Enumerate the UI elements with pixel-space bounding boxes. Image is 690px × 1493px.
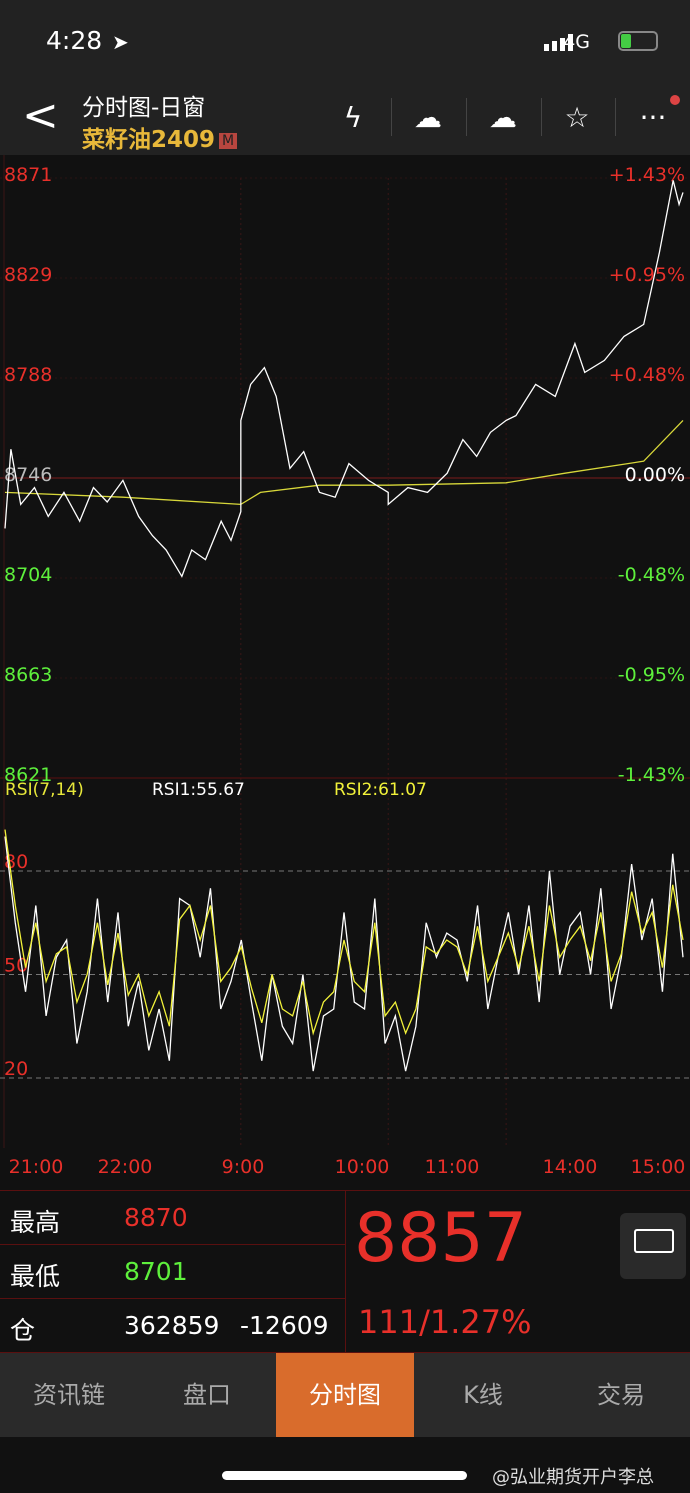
time-tick-label: 14:00 <box>543 1156 598 1178</box>
header: < 分时图-日窗 菜籽油2409 M ϟ ☁ ☁ ☆ ··· <box>0 80 690 155</box>
percent-tick-label: -1.43% <box>618 764 685 786</box>
market-badge: M <box>219 133 238 149</box>
network-label: 4G <box>563 31 590 53</box>
high-row: 最高 8870 <box>0 1191 345 1245</box>
divider <box>466 98 467 136</box>
quote-panel: 最高 8870 最低 8701 仓 362859 -12609 8857 111/1.2… <box>0 1190 690 1354</box>
watermark: @弘业期货开户李总 <box>492 1467 654 1488</box>
window-icon <box>634 1229 674 1253</box>
time-tick-label: 22:00 <box>98 1156 153 1178</box>
more-icon[interactable]: ··· <box>639 101 667 134</box>
signal-icon <box>544 34 573 51</box>
percent-tick-label: -0.95% <box>618 664 685 686</box>
star-icon[interactable]: ☆ <box>564 101 590 134</box>
tab-trade[interactable]: 交易 <box>597 1381 645 1409</box>
price-tick-label: 8663 <box>4 664 52 686</box>
high-value: 8870 <box>124 1203 188 1232</box>
window-toggle-button[interactable] <box>620 1213 686 1279</box>
price-line <box>4 180 684 578</box>
time-tick-label: 15:00 <box>631 1156 686 1178</box>
price-tick-label: 8829 <box>4 264 52 286</box>
symbol-label: 菜籽油2409 <box>82 127 216 153</box>
rsi1-line <box>4 836 684 1072</box>
time-tick-label: 9:00 <box>222 1156 265 1178</box>
battery-icon <box>618 31 658 51</box>
oi-label: 仓 <box>10 1316 36 1345</box>
home-area: @弘业期货开户李总 <box>0 1437 690 1493</box>
rsi2-line <box>4 829 684 1036</box>
last-price: 8857 <box>354 1199 528 1278</box>
percent-tick-label: 0.00% <box>625 464 685 486</box>
location-icon: ➤ <box>112 30 129 54</box>
percent-tick-label: +0.48% <box>609 364 685 386</box>
divider <box>345 1191 346 1354</box>
intraday-chart[interactable]: 8871 8829 8788 8746 8704 8663 8621 +1.43% +0.95%… <box>0 155 690 1190</box>
cloud-sync-icon[interactable]: ☁ <box>489 101 517 134</box>
price-tick-label: 8746 <box>4 464 52 486</box>
price-tick-label: 8871 <box>4 164 52 186</box>
rsi-title: RSI(7,14) <box>5 780 84 800</box>
status-bar: 4:28 ➤ 4G <box>0 0 690 80</box>
divider <box>615 98 616 136</box>
rsi2-value: RSI2:61.07 <box>334 780 427 800</box>
symbol-name: 菜籽油2409 M <box>82 120 238 154</box>
divider <box>541 98 542 136</box>
rsi1-value: RSI1:55.67 <box>152 780 245 800</box>
notification-dot <box>670 95 680 105</box>
home-indicator[interactable] <box>222 1471 467 1480</box>
low-value: 8701 <box>124 1257 188 1286</box>
tab-orderbook[interactable]: 盘口 <box>183 1381 231 1409</box>
percent-tick-label: +0.95% <box>609 264 685 286</box>
percent-tick-label: +1.43% <box>609 164 685 186</box>
chart-svg: 8871 8829 8788 8746 8704 8663 8621 +1.43% +0.95%… <box>0 155 690 1178</box>
time-tick-label: 10:00 <box>335 1156 390 1178</box>
low-row: 最低 8701 <box>0 1245 345 1299</box>
cloud-lightning-icon[interactable]: ☁ <box>414 101 442 134</box>
price-tick-label: 8788 <box>4 364 52 386</box>
page-title: 分时图-日窗 <box>82 95 206 121</box>
average-price-line <box>4 419 684 506</box>
rsi-level-label: 20 <box>4 1058 28 1080</box>
divider <box>391 98 392 136</box>
low-label: 最低 <box>10 1262 61 1291</box>
tab-intraday[interactable]: 分时图 <box>276 1353 414 1437</box>
tab-kline[interactable]: K线 <box>463 1381 503 1409</box>
back-button[interactable]: < <box>22 90 59 141</box>
clock: 4:28 <box>46 26 103 55</box>
percent-tick-label: -0.48% <box>618 564 685 586</box>
price-tick-label: 8621 <box>4 764 52 786</box>
oi-change: -12609 <box>240 1311 329 1340</box>
bottom-nav: 资讯链 盘口 分时图 K线 交易 <box>0 1353 690 1437</box>
oi-row: 仓 362859 -12609 <box>0 1299 345 1353</box>
time-tick-label: 21:00 <box>9 1156 64 1178</box>
tab-news[interactable]: 资讯链 <box>33 1381 105 1409</box>
price-tick-label: 8704 <box>4 564 52 586</box>
price-change: 111/1.27% <box>358 1303 532 1341</box>
lightning-icon[interactable]: ϟ <box>343 101 363 134</box>
time-tick-label: 11:00 <box>425 1156 480 1178</box>
oi-value: 362859 <box>124 1311 220 1340</box>
high-label: 最高 <box>10 1208 61 1237</box>
